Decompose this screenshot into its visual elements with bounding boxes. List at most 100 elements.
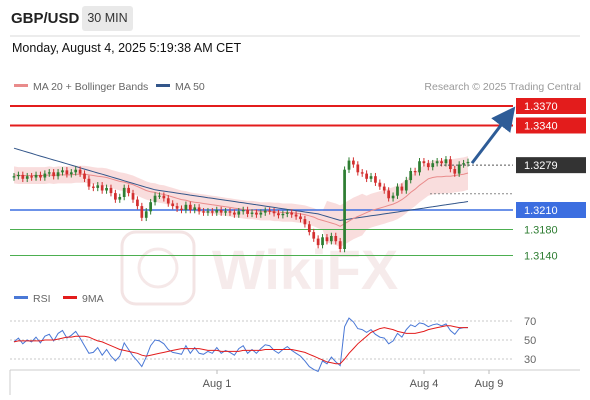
candle-body <box>131 193 135 200</box>
candle-body <box>17 174 20 177</box>
candle-body <box>96 185 100 188</box>
candle-body <box>43 173 47 178</box>
candle-body <box>74 169 78 173</box>
candle-body <box>21 174 25 179</box>
candle-body <box>193 207 197 210</box>
candle-body <box>268 210 272 212</box>
candle-body <box>56 172 60 177</box>
candle-body <box>61 170 64 173</box>
candle-body <box>149 202 153 212</box>
candle-body <box>365 173 368 179</box>
candle-body <box>153 195 157 203</box>
candle-body <box>184 204 188 210</box>
candle-body <box>202 211 205 213</box>
candle-body <box>422 161 426 164</box>
level-tag-1-3210 <box>516 202 586 218</box>
watermark-text: WikiFX <box>212 238 398 301</box>
candle-body <box>30 176 33 178</box>
forecast-arrow <box>470 106 516 165</box>
candle-body <box>391 195 395 199</box>
candle-body <box>197 207 201 212</box>
candle-body <box>307 224 311 233</box>
ma50-line <box>13 147 469 221</box>
candle-body <box>457 164 461 174</box>
candle-body <box>69 172 73 175</box>
candle-body <box>140 206 144 218</box>
level-label-1-3210: 1.3210 <box>524 205 558 217</box>
bollinger-band-fill <box>14 156 468 248</box>
candle-body <box>122 187 126 197</box>
x-tick-label-1: Aug 4 <box>410 378 439 390</box>
watermark-logo-icon <box>120 230 196 306</box>
rsi-tick-30: 30 <box>524 354 536 366</box>
candle-body <box>12 176 16 178</box>
candle-body <box>233 212 236 215</box>
candle-body <box>109 187 113 194</box>
candle-body <box>285 212 289 214</box>
candle-body <box>396 186 399 196</box>
datetime-label: Monday, August 4, 2025 5:19:38 AM CET <box>12 41 242 55</box>
candle-body <box>435 161 439 164</box>
candle-body <box>246 210 249 214</box>
timeframe-button[interactable]: 30 MIN <box>82 6 133 31</box>
level-tag-1-3340 <box>516 117 586 134</box>
candle-body <box>87 178 91 187</box>
candle-body <box>294 214 298 217</box>
level-label-1-3340: 1.3340 <box>524 121 558 133</box>
candle-body <box>144 211 148 218</box>
candle-body <box>171 203 175 207</box>
candle-body <box>272 211 276 214</box>
candle-body <box>277 213 280 216</box>
candle-body <box>162 195 166 199</box>
candle-body <box>188 204 192 210</box>
candle-body <box>78 169 82 174</box>
candle-body <box>303 219 307 225</box>
rsi-tick-50: 50 <box>524 335 536 347</box>
current-price-label: 1.3279 <box>524 160 558 172</box>
candle-body <box>338 241 342 249</box>
candle-body <box>453 169 457 174</box>
rsi-layer: 70 50 30 <box>10 316 536 373</box>
rsi-ma-legend-swatch <box>63 296 77 299</box>
level-tag-1-3370 <box>516 98 586 114</box>
x-axis-labels: Aug 1 Aug 4 Aug 9 <box>203 370 504 390</box>
candle-body <box>413 171 417 173</box>
candle-body <box>65 170 69 175</box>
candle-body <box>404 180 408 191</box>
candle-body <box>83 173 86 179</box>
candle-body <box>290 212 294 215</box>
candle-body <box>409 171 413 181</box>
symbol-title: GBP/USD <box>11 10 80 27</box>
level-label-1-3180: 1.3180 <box>524 225 558 237</box>
candle-body <box>382 186 386 191</box>
ma20-legend-swatch <box>14 84 28 87</box>
overlay-layer: 1.3279 <box>430 106 586 195</box>
candle-body <box>462 163 465 165</box>
candle-body <box>400 186 404 191</box>
rsi-legend-swatch <box>14 296 28 299</box>
candle-body <box>118 197 122 200</box>
rsi-legend-label: RSI <box>33 293 51 305</box>
candle-body <box>444 159 448 164</box>
rsi-tick-70: 70 <box>524 316 536 328</box>
candle-body <box>263 210 267 213</box>
watermark: WikiFX <box>120 230 398 306</box>
bollinger-layer <box>14 156 468 248</box>
levels-layer: 1.3370 1.3340 1.3210 1.3180 1.3140 <box>10 98 586 263</box>
x-tick-label-0: Aug 1 <box>203 378 232 390</box>
candle-body <box>237 211 241 215</box>
ma50-legend-swatch <box>156 84 170 87</box>
candle-body <box>334 236 338 242</box>
candle-body <box>215 210 219 213</box>
candle-body <box>321 237 324 246</box>
rsi-line <box>13 317 468 373</box>
candle-body <box>224 211 227 213</box>
candle-body <box>47 172 51 174</box>
current-price-tag <box>516 157 586 174</box>
candle-body <box>426 163 430 168</box>
candle-body <box>105 187 108 191</box>
candle-body <box>369 176 373 179</box>
candle-body <box>206 211 210 213</box>
x-tick-label-2: Aug 9 <box>475 378 504 390</box>
